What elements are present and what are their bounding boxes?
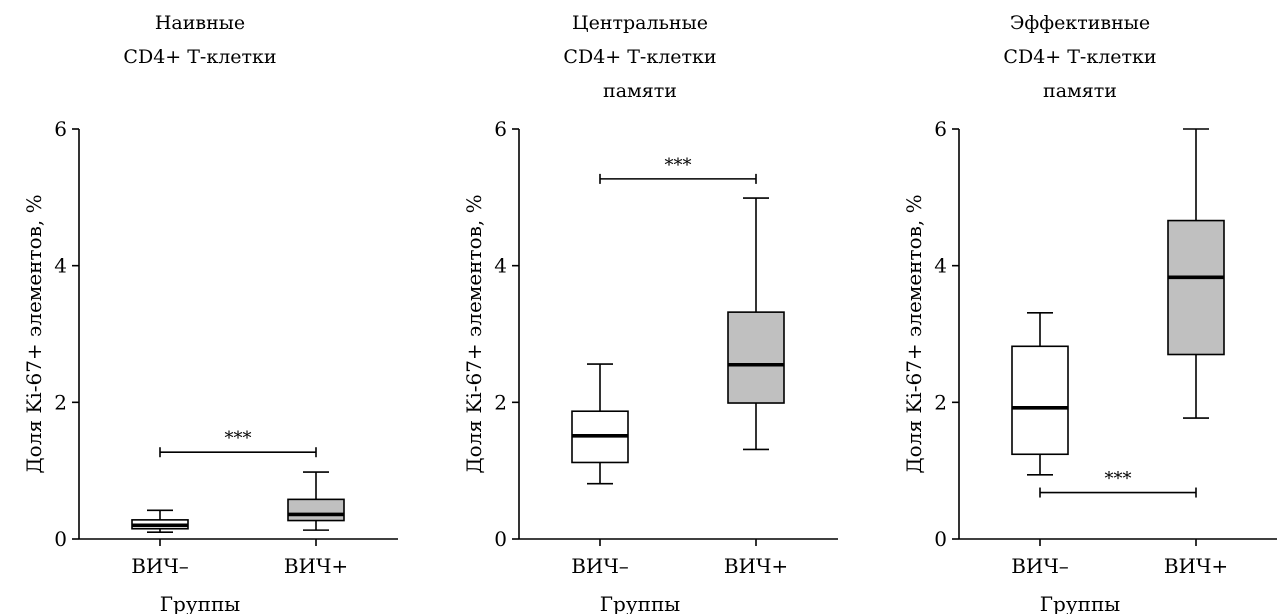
chart-plot: 0 2 4 6 ВИЧ– ВИЧ+ Группы Доля Ki-67+ элементов,… (462, 117, 838, 614)
title-line: CD4+ Т-клетки (123, 46, 277, 68)
chart-plot: 0 2 4 6 ВИЧ– ВИЧ+ Группы Доля Ki-67+ элементов,… (22, 117, 398, 614)
title-line: Центральные (572, 12, 708, 34)
iqr-box (727, 311, 785, 404)
chart-title: Наивные CD4+ Т-клетки (80, 6, 320, 74)
chart-plot: 0 2 4 6 ВИЧ– ВИЧ+ Группы Доля Ki-67+ элементов,… (902, 117, 1277, 614)
y-tick-label: 6 (494, 117, 507, 141)
iqr-box (287, 498, 345, 522)
x-axis-label: Группы (600, 592, 680, 614)
y-tick-label: 4 (494, 254, 507, 278)
y-axis-label: Доля Ki-67+ элементов, % (462, 194, 486, 473)
chart-panel-central-memory: Центральные CD4+ Т-клетки памяти 0 2 4 6 ВИЧ… (440, 0, 860, 614)
y-tick-label: 2 (54, 390, 67, 414)
significance-label: *** (225, 428, 252, 449)
chart-panel-naive: Наивные CD4+ Т-клетки 0 2 4 6 ВИЧ– ВИЧ+ Группы… (0, 0, 420, 614)
chart-panel-effector-memory: Эффективные CD4+ Т-клетки памяти 0 2 4 6 ВИЧ… (880, 0, 1277, 614)
x-axis-label: Группы (1040, 592, 1120, 614)
y-tick-label: 2 (934, 390, 947, 414)
y-tick-label: 4 (54, 254, 67, 278)
x-tick-label: ВИЧ+ (284, 554, 348, 578)
y-tick-label: 6 (934, 117, 947, 141)
significance-label: *** (665, 155, 692, 176)
y-tick-label: 4 (934, 254, 947, 278)
x-tick-label: ВИЧ+ (724, 554, 788, 578)
y-tick-label: 0 (934, 527, 947, 551)
y-tick-label: 0 (54, 527, 67, 551)
y-axis-label: Доля Ki-67+ элементов, % (902, 194, 926, 473)
y-tick-label: 2 (494, 390, 507, 414)
chart-title: Центральные CD4+ Т-клетки памяти (520, 6, 760, 108)
significance-label: *** (1105, 469, 1132, 490)
x-axis-label: Группы (160, 592, 240, 614)
title-line: CD4+ Т-клетки (563, 46, 717, 68)
x-tick-label: ВИЧ– (1011, 554, 1069, 578)
title-line: Наивные (154, 12, 246, 34)
x-tick-label: ВИЧ+ (1164, 554, 1228, 578)
title-line: памяти (603, 80, 677, 102)
title-line: Эффективные (1009, 12, 1151, 34)
chart-title: Эффективные CD4+ Т-клетки памяти (960, 6, 1200, 108)
x-tick-label: ВИЧ– (571, 554, 629, 578)
y-tick-label: 0 (494, 527, 507, 551)
title-line: CD4+ Т-клетки (1003, 46, 1157, 68)
y-tick-label: 6 (54, 117, 67, 141)
y-axis-label: Доля Ki-67+ элементов, % (22, 194, 46, 473)
title-line: памяти (1043, 80, 1117, 102)
iqr-box (1167, 219, 1225, 356)
iqr-box (1011, 345, 1069, 456)
x-tick-label: ВИЧ– (131, 554, 189, 578)
